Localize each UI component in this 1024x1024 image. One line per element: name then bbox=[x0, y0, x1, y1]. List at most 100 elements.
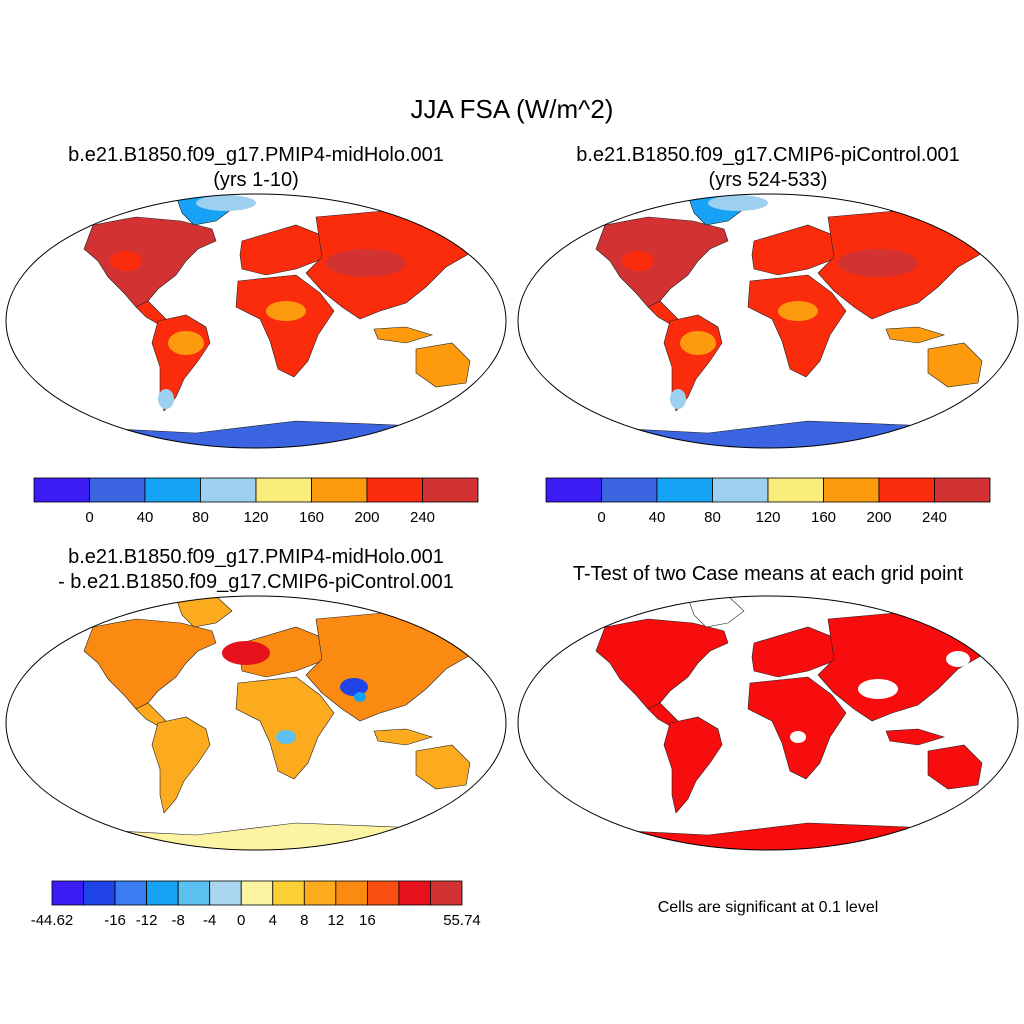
region-shade bbox=[266, 301, 306, 321]
colorbar-tick-label: -4 bbox=[203, 912, 216, 929]
colorbar-box bbox=[656, 477, 713, 503]
colorbar-tick-label: 0 bbox=[237, 912, 245, 929]
region-shade bbox=[622, 251, 654, 271]
region-shade bbox=[196, 195, 256, 211]
colorbar-box bbox=[89, 477, 146, 503]
map-frame bbox=[5, 595, 507, 851]
north-america bbox=[595, 216, 729, 308]
antarctica bbox=[6, 420, 506, 448]
colorbar-tick-label: -8 bbox=[171, 912, 184, 929]
colorbar-box bbox=[934, 477, 991, 503]
greenland bbox=[175, 596, 233, 628]
panel-title-line1: b.e21.B1850.f09_g17.PMIP4-midHolo.001 bbox=[68, 546, 444, 568]
region-shade bbox=[838, 249, 918, 277]
region-not-significant bbox=[790, 731, 806, 743]
colorbar-box bbox=[209, 880, 242, 906]
colorbar-tick-label: 80 bbox=[704, 509, 721, 526]
australia bbox=[415, 342, 471, 388]
colorbar-box bbox=[255, 477, 312, 503]
colorbar-box bbox=[51, 880, 84, 906]
region-shade bbox=[670, 389, 686, 409]
colorbar-box bbox=[366, 477, 423, 503]
panel-title-line1: b.e21.B1850.f09_g17.CMIP6-piControl.001 bbox=[576, 144, 960, 166]
australia bbox=[927, 342, 983, 388]
panel-title-line2: (yrs 524-533) bbox=[708, 169, 828, 191]
colorbar-tick-label: 0 bbox=[85, 509, 93, 526]
colorbar-box bbox=[146, 880, 179, 906]
north-america bbox=[83, 216, 217, 308]
europe bbox=[751, 626, 839, 678]
colorbar-tick-label: 240 bbox=[922, 509, 947, 526]
australia bbox=[415, 744, 471, 790]
map-panel-difference bbox=[5, 595, 507, 851]
colorbar-tick-label: 55.74 bbox=[443, 912, 481, 929]
indonesia bbox=[373, 728, 434, 746]
map-panel-ttest bbox=[517, 595, 1019, 851]
colorbar-box bbox=[366, 880, 400, 906]
colorbar-box bbox=[823, 477, 880, 503]
region-shade bbox=[222, 641, 270, 665]
region-shade bbox=[340, 678, 368, 696]
map-frame bbox=[517, 595, 1019, 851]
map-panel-midholo bbox=[5, 193, 507, 449]
region-shade bbox=[680, 331, 716, 355]
colorbar-tick-label: 40 bbox=[137, 509, 154, 526]
colorbar-box bbox=[712, 477, 769, 503]
africa bbox=[235, 274, 335, 378]
colorbar-tick-label: 0 bbox=[597, 509, 605, 526]
colorbar-box bbox=[177, 880, 211, 906]
panel-title-line1: b.e21.B1850.f09_g17.PMIP4-midHolo.001 bbox=[68, 144, 444, 166]
colorbar-tick-label: 80 bbox=[192, 509, 209, 526]
panel-title-ttest: T-Test of two Case means at each grid po… bbox=[572, 563, 964, 585]
colorbar-box bbox=[430, 880, 463, 906]
colorbar-tick-label: 200 bbox=[354, 509, 379, 526]
region-shade bbox=[778, 301, 818, 321]
colorbar-tick-label: 120 bbox=[755, 509, 780, 526]
south-america bbox=[663, 716, 723, 814]
significance-note: Cells are significant at 0.1 level bbox=[657, 899, 879, 916]
colorbar-tick-label: -16 bbox=[104, 912, 126, 929]
map-frame bbox=[5, 193, 507, 449]
region-shade bbox=[276, 730, 296, 744]
africa bbox=[747, 676, 847, 780]
colorbar-box bbox=[200, 477, 257, 503]
panel-title-line2: - b.e21.B1850.f09_g17.CMIP6-piControl.00… bbox=[58, 571, 454, 593]
greenland bbox=[687, 596, 745, 628]
antarctica bbox=[518, 822, 1018, 850]
colorbar-tick-label: 40 bbox=[649, 509, 666, 526]
colorbar-tick-label: 8 bbox=[300, 912, 308, 929]
colorbar-box bbox=[272, 880, 305, 906]
map-frame bbox=[517, 193, 1019, 449]
europe bbox=[751, 224, 839, 276]
map-panel-picontrol bbox=[517, 193, 1019, 449]
indonesia bbox=[373, 326, 434, 344]
colorbar-difference: -44.62 -16 -12 -8 -4 0 4 8 12 16 55.74 bbox=[31, 880, 481, 929]
region-shade bbox=[326, 249, 406, 277]
colorbar-box bbox=[398, 880, 431, 906]
colorbar-tick-label: 160 bbox=[811, 509, 836, 526]
colorbar-box bbox=[33, 477, 90, 503]
indonesia bbox=[885, 728, 946, 746]
panel-title-picontrol: b.e21.B1850.f09_g17.CMIP6-piControl.001 … bbox=[512, 143, 1024, 193]
australia bbox=[927, 744, 983, 790]
colorbar-box bbox=[303, 880, 337, 906]
colorbar-tick-label: 16 bbox=[359, 912, 376, 929]
colorbar-box bbox=[240, 880, 274, 906]
region-shade bbox=[158, 389, 174, 409]
colorbar-tick-label: -44.62 bbox=[31, 912, 74, 929]
region-not-significant bbox=[946, 651, 970, 667]
colorbar-tick-label: 200 bbox=[866, 509, 891, 526]
figure-title: JJA FSA (W/m^2) bbox=[410, 94, 614, 124]
colorbar-box bbox=[878, 477, 935, 503]
colorbar-box bbox=[422, 477, 479, 503]
colorbar-box bbox=[311, 477, 368, 503]
panel-title-difference: b.e21.B1850.f09_g17.PMIP4-midHolo.001 - … bbox=[0, 545, 512, 595]
antarctica bbox=[6, 822, 506, 850]
colorbar-box bbox=[767, 477, 824, 503]
colorbar-box bbox=[83, 880, 116, 906]
panel-title-line2: (yrs 1-10) bbox=[213, 169, 299, 191]
north-america bbox=[595, 618, 729, 710]
region-shade bbox=[708, 195, 768, 211]
colorbar-box bbox=[144, 477, 201, 503]
